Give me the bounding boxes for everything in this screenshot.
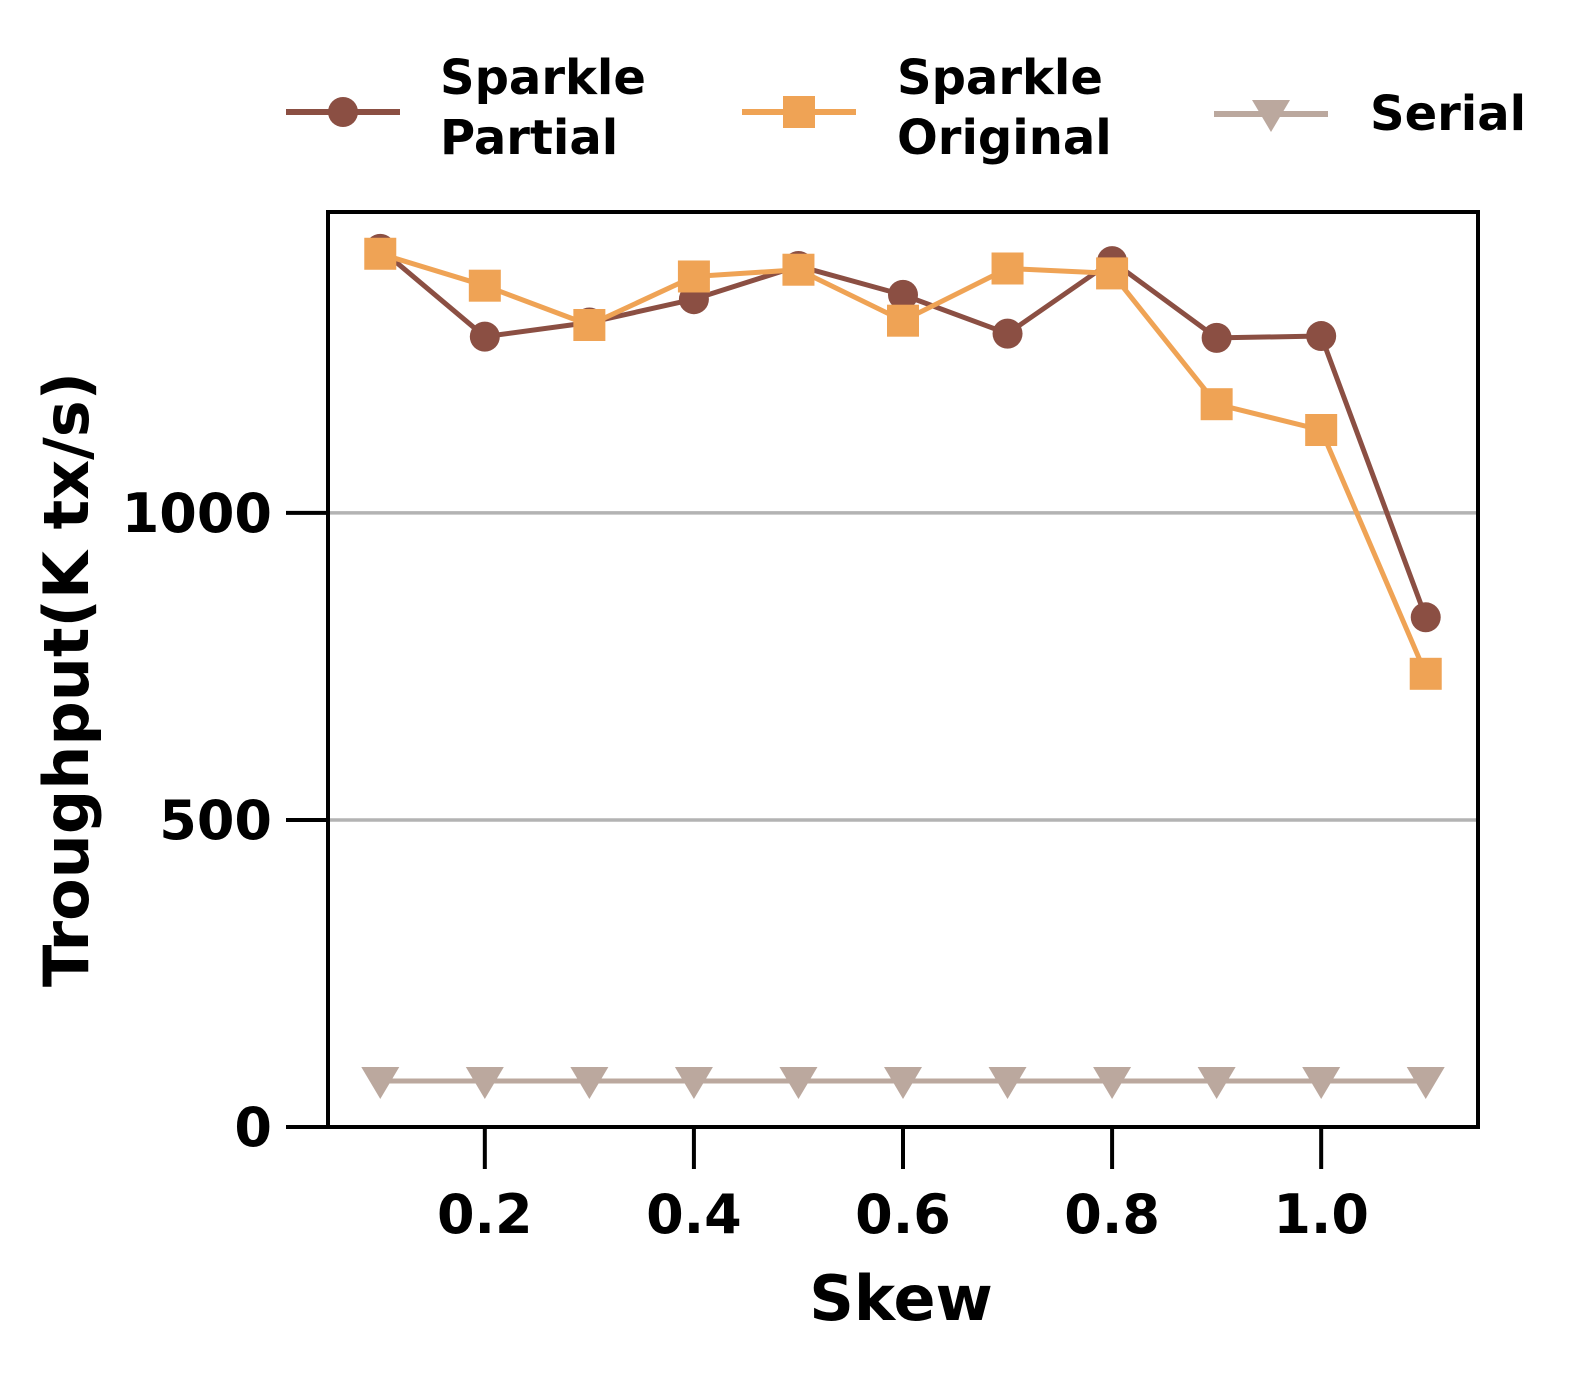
data-point — [570, 1066, 609, 1099]
data-point — [573, 308, 606, 341]
data-point — [1096, 257, 1129, 290]
data-point — [677, 260, 710, 293]
data-point — [991, 252, 1024, 285]
series-serial — [361, 1066, 1445, 1099]
data-point — [1406, 1066, 1445, 1099]
y-tick-label: 1000 — [122, 482, 272, 545]
data-point — [361, 1066, 400, 1099]
data-point — [674, 1066, 713, 1099]
x-tick-label: 0.2 — [437, 1183, 533, 1246]
data-point — [1201, 322, 1232, 353]
legend-label-line: Sparkle — [440, 50, 646, 106]
legend-entry-sparkle-original: Sparkle Original — [742, 50, 1112, 166]
data-point — [1305, 414, 1338, 447]
axes: 0 500 1000 0.2 0.4 0.6 0.8 1.0 — [122, 482, 1369, 1246]
data-point — [779, 1066, 818, 1099]
x-tick-label: 0.4 — [646, 1183, 742, 1246]
data-point — [1306, 321, 1337, 352]
data-point — [884, 1066, 922, 1099]
legend-label-line: Original — [897, 110, 1112, 166]
y-tick-label: 0 — [234, 1096, 272, 1159]
legend-label-line: Sparkle — [897, 50, 1103, 106]
series-sparkle-original — [364, 237, 1442, 690]
series-sparkle-partial — [365, 233, 1441, 633]
legend-entry-sparkle-partial: Sparkle Partial — [286, 50, 646, 166]
y-tick-label: 500 — [159, 789, 272, 852]
data-point — [1093, 1066, 1132, 1099]
data-point — [1200, 388, 1233, 421]
gridlines — [328, 511, 1478, 822]
x-tick-label: 0.6 — [855, 1183, 951, 1246]
data-point — [888, 279, 918, 310]
legend-label: Serial — [1370, 86, 1526, 142]
legend-marker — [1252, 100, 1290, 132]
data-point — [468, 269, 501, 302]
data-point — [1197, 1066, 1236, 1099]
data-point — [992, 318, 1023, 349]
legend-label: Sparkle Partial — [440, 50, 646, 166]
data-point — [1302, 1066, 1341, 1099]
legend-label-line: Partial — [440, 110, 618, 166]
legend-label-line: Serial — [1370, 86, 1526, 142]
data-point — [988, 1066, 1027, 1099]
series-layer — [361, 233, 1445, 1099]
legend-label: Sparkle Original — [897, 50, 1112, 166]
legend-marker — [783, 96, 815, 128]
plot-area-frame — [326, 210, 1480, 1129]
x-axis-title: Skew — [809, 1262, 993, 1335]
data-point — [1410, 602, 1441, 633]
data-point — [469, 321, 500, 352]
x-tick-label: 1.0 — [1273, 1183, 1369, 1246]
data-point — [364, 237, 397, 270]
data-point — [782, 253, 815, 286]
x-tick-label: 0.8 — [1064, 1183, 1160, 1246]
data-point — [887, 304, 919, 337]
data-point — [465, 1066, 504, 1099]
data-point — [1409, 657, 1442, 690]
legend-marker — [328, 97, 358, 127]
y-axis-title: Troughput(K tx/s) — [30, 372, 103, 987]
legend-entry-serial: Serial — [1214, 86, 1526, 142]
